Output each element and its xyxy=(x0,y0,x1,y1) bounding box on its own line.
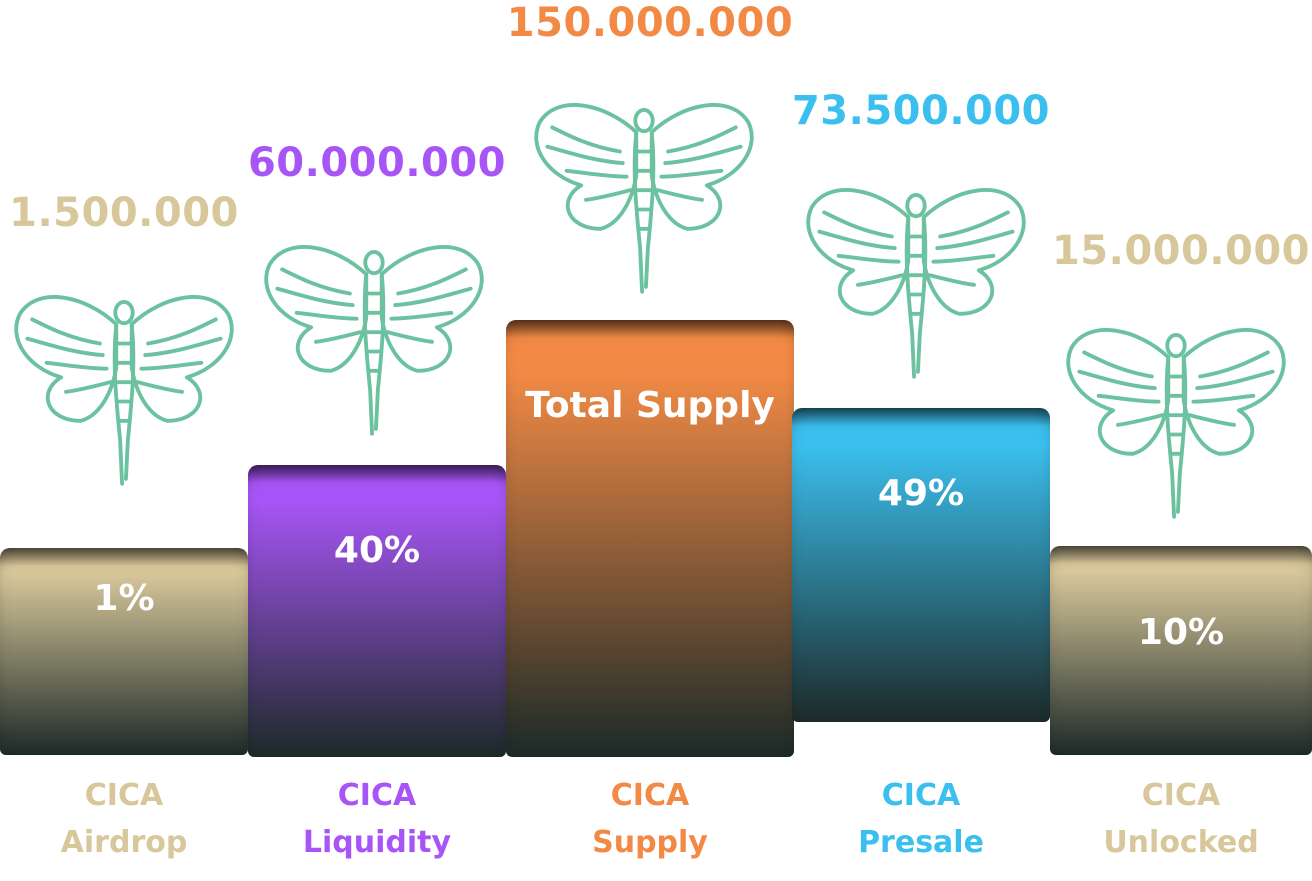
moth-icon xyxy=(8,282,240,496)
bar-0 xyxy=(0,548,248,755)
bar-top-shade xyxy=(506,320,794,338)
bar-top-shade xyxy=(1050,546,1312,564)
moth-icon xyxy=(528,90,760,304)
moth-icon xyxy=(800,175,1032,389)
bar-value-label: 60.000.000 xyxy=(247,140,507,186)
category-label-line2: Unlocked xyxy=(1103,825,1259,860)
bar-percent-label: 1% xyxy=(93,578,155,619)
bar-top-shade xyxy=(248,465,506,483)
category-label-line2: Liquidity xyxy=(302,825,452,860)
bar-top-shade xyxy=(0,548,248,566)
bar-percent-label: 40% xyxy=(333,530,421,571)
bar-3 xyxy=(792,408,1050,722)
category-label-line2: Supply xyxy=(592,825,708,860)
category-label-line1: CICA xyxy=(881,778,961,813)
bar-top-shade xyxy=(792,408,1050,426)
moth-icon xyxy=(258,232,490,446)
bar-percent-label: 49% xyxy=(877,473,965,514)
category-label-line1: CICA xyxy=(337,778,417,813)
bar-value-label: 150.000.000 xyxy=(506,0,794,46)
bar-1 xyxy=(248,465,506,757)
bar-percent-label: 10% xyxy=(1137,612,1225,653)
category-label-line1: CICA xyxy=(84,778,164,813)
category-label-line2: Airdrop xyxy=(60,825,188,860)
bar-percent-label: Total Supply xyxy=(525,385,775,426)
bar-2 xyxy=(506,320,794,757)
bar-4 xyxy=(1050,546,1312,755)
bar-value-label: 15.000.000 xyxy=(1051,228,1311,274)
bar-value-label: 73.500.000 xyxy=(791,88,1051,134)
category-label-line1: CICA xyxy=(610,778,690,813)
moth-icon xyxy=(1060,315,1292,529)
category-label-line1: CICA xyxy=(1141,778,1221,813)
bar-value-label: 1.500.000 xyxy=(9,190,239,236)
category-label-line2: Presale xyxy=(858,825,984,860)
